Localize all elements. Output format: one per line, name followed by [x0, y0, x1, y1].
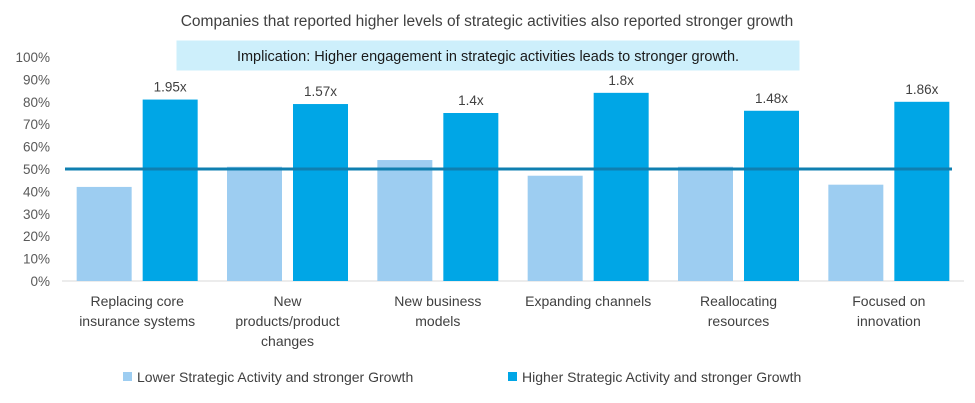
y-tick-label: 40% — [23, 184, 50, 199]
y-tick-label: 30% — [23, 207, 50, 222]
y-tick-label: 0% — [30, 274, 50, 289]
bar-higher-activity — [443, 113, 499, 281]
callout-box — [175, 39, 801, 72]
y-tick-label: 100% — [15, 50, 50, 65]
legend-label-higher: Higher Strategic Activity and stronger G… — [522, 369, 801, 385]
bar-lower-activity — [828, 184, 884, 281]
legend-swatch-lower — [123, 372, 132, 381]
y-tick-label: 10% — [23, 252, 50, 267]
category-label: insurance systems — [79, 313, 195, 329]
category-label: New — [273, 293, 302, 309]
legend-swatch-higher — [508, 372, 517, 381]
bar-higher-activity — [142, 99, 198, 281]
bar-lower-activity — [527, 175, 583, 281]
data-label: 1.57x — [304, 84, 337, 99]
chart-title: Companies that reported higher levels of… — [181, 13, 794, 30]
bar-higher-activity — [293, 104, 348, 281]
data-label: 1.48x — [755, 91, 788, 106]
data-label: 1.4x — [458, 93, 484, 108]
category-label: resources — [708, 313, 769, 329]
category-label: Expanding channels — [525, 293, 651, 309]
bar-higher-activity — [593, 92, 649, 281]
category-label: innovation — [857, 313, 921, 329]
category-label: models — [415, 313, 460, 329]
category-label: products/product — [235, 313, 339, 329]
data-label: 1.8x — [608, 73, 634, 88]
bar-lower-activity — [678, 166, 733, 281]
data-label: 1.86x — [905, 82, 938, 97]
callout-text: Implication: Higher engagement in strate… — [237, 49, 739, 65]
y-tick-label: 20% — [23, 229, 50, 244]
y-tick-label: 80% — [23, 95, 50, 110]
data-label: 1.95x — [154, 80, 187, 95]
legend-label-lower: Lower Strategic Activity and stronger Gr… — [137, 369, 413, 385]
bar-lower-activity — [76, 186, 132, 281]
y-tick-label: 60% — [23, 140, 50, 155]
y-tick-label: 50% — [23, 162, 50, 177]
category-label: New business — [394, 293, 481, 309]
category-label: Reallocating — [700, 293, 777, 309]
y-tick-label: 90% — [23, 72, 50, 87]
bar-higher-activity — [894, 101, 950, 281]
bar-lower-activity — [227, 166, 282, 281]
category-label: Replacing core — [90, 293, 184, 309]
y-tick-label: 70% — [23, 117, 50, 132]
bar-higher-activity — [744, 110, 799, 281]
bar-lower-activity — [377, 160, 433, 281]
category-label: Focused on — [852, 293, 925, 309]
category-label: changes — [261, 333, 314, 349]
